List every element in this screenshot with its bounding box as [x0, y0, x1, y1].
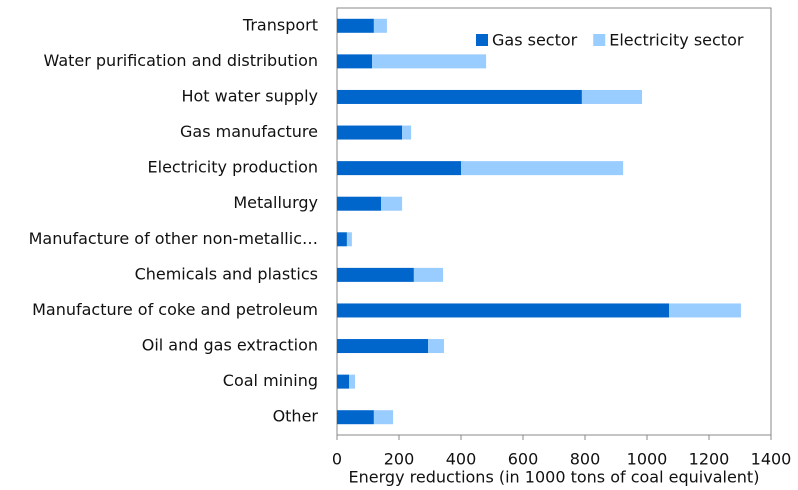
- y-tick-label: Metallurgy: [233, 193, 318, 212]
- x-tick-label: 0: [332, 450, 342, 469]
- x-tick-label: 200: [384, 450, 415, 469]
- y-tick-label: Coal mining: [223, 371, 318, 390]
- x-tick-label: 800: [570, 450, 601, 469]
- legend-swatch: [476, 34, 488, 46]
- y-tick-label: Manufacture of coke and petroleum: [32, 300, 318, 319]
- bar: [337, 196, 382, 211]
- bar: [669, 303, 741, 318]
- bar: [349, 374, 355, 389]
- y-tick-label: Transport: [242, 15, 318, 34]
- bar: [337, 18, 374, 33]
- bar: [373, 410, 394, 425]
- y-tick-label: Oil and gas extraction: [142, 336, 318, 355]
- bar: [337, 410, 374, 425]
- legend-swatch: [593, 34, 606, 46]
- bar: [373, 18, 387, 33]
- plot-frame: [336, 7, 772, 436]
- y-tick-label: Gas manufacture: [180, 122, 318, 141]
- bar: [337, 161, 461, 176]
- y-tick-label: Manufacture of other non-metallic…: [29, 229, 318, 248]
- x-tick-label: 600: [508, 450, 539, 469]
- bar: [337, 54, 373, 69]
- bar: [337, 374, 350, 389]
- bar: [346, 232, 352, 247]
- legend-label: Gas sector: [492, 31, 578, 50]
- y-tick-label: Hot water supply: [181, 86, 318, 105]
- bar: [372, 54, 487, 69]
- bar: [337, 267, 414, 282]
- bar: [337, 339, 429, 354]
- x-tick-label: 1200: [689, 450, 730, 469]
- bar: [402, 125, 412, 140]
- bar: [337, 232, 347, 247]
- bar: [337, 125, 403, 140]
- x-axis-label: Energy reductions (in 1000 tons of coal …: [349, 468, 760, 487]
- legend-label: Electricity sector: [609, 31, 744, 50]
- bar: [337, 89, 582, 104]
- bar: [381, 196, 403, 211]
- bar: [337, 303, 670, 318]
- bar: [581, 89, 643, 104]
- y-tick-label: Water purification and distribution: [44, 51, 318, 70]
- bar: [413, 267, 444, 282]
- y-tick-label: Other: [273, 407, 319, 426]
- bar: [461, 161, 624, 176]
- x-tick-label: 400: [446, 450, 477, 469]
- x-tick-label: 1000: [627, 450, 668, 469]
- y-tick-label: Chemicals and plastics: [135, 264, 318, 283]
- x-tick-label: 1400: [751, 450, 792, 469]
- y-tick-label: Electricity production: [148, 158, 318, 177]
- bar: [428, 339, 444, 354]
